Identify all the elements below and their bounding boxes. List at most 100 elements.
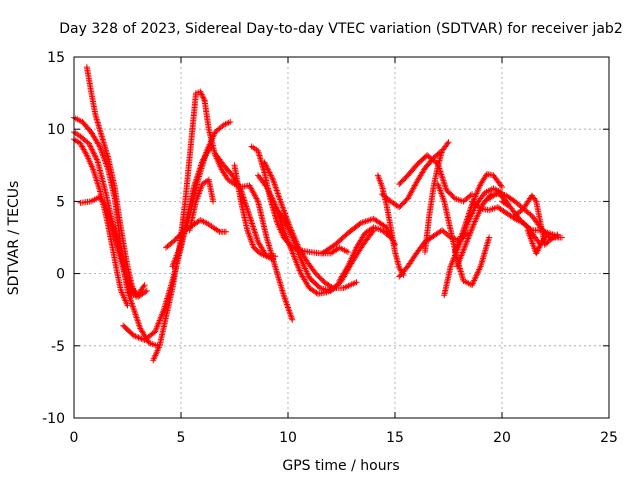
data-point — [86, 142, 93, 149]
data-point — [440, 177, 447, 184]
data-point — [248, 220, 255, 227]
data-point — [535, 246, 542, 253]
axes: 0 5 10 15 20 25 -10 -5 0 5 10 15 — [42, 50, 618, 446]
data-point — [271, 199, 278, 206]
data-point — [254, 196, 261, 203]
data-point — [270, 196, 277, 203]
y-tick-label: -10 — [42, 411, 65, 427]
data-point — [267, 191, 274, 198]
data-point — [83, 150, 90, 157]
data-point — [88, 144, 95, 151]
data-point — [90, 149, 97, 156]
data-point — [263, 163, 270, 170]
data-point — [534, 247, 541, 254]
data-point — [250, 223, 257, 230]
series-track-18 — [336, 224, 394, 284]
data-point — [141, 282, 148, 289]
data-point — [253, 232, 260, 239]
data-point — [497, 182, 504, 189]
data-point — [246, 214, 253, 221]
data-point — [200, 94, 207, 101]
data-point — [197, 90, 204, 97]
data-point — [441, 182, 448, 189]
data-point — [441, 180, 448, 187]
data-point — [91, 152, 98, 159]
data-point — [102, 202, 109, 209]
data-point — [93, 156, 100, 163]
data-point — [264, 185, 271, 192]
data-point — [476, 204, 483, 211]
data-point — [438, 171, 445, 178]
series-track-11 — [186, 176, 217, 234]
data-point — [92, 153, 99, 160]
series-track-5 — [77, 194, 148, 299]
data-point — [265, 168, 272, 175]
series-track-10 — [169, 118, 234, 270]
data-point — [344, 248, 351, 255]
data-point — [266, 189, 273, 196]
data-point — [245, 211, 252, 218]
data-point — [227, 118, 234, 125]
y-tick-label: 0 — [56, 267, 65, 283]
data-point — [249, 222, 256, 229]
data-point — [142, 288, 149, 295]
chart-title: Day 328 of 2023, Sidereal Day-to-day VTE… — [59, 21, 622, 37]
data-point — [263, 183, 270, 190]
data-point — [469, 191, 476, 198]
data-point — [93, 155, 100, 162]
series-track-32 — [511, 192, 561, 248]
data-point — [268, 194, 275, 201]
data-point — [558, 234, 565, 241]
series-track-33 — [524, 227, 548, 257]
series-track-13 — [231, 162, 277, 263]
data-point — [199, 92, 206, 99]
data-point — [554, 231, 561, 238]
data-point — [439, 174, 446, 181]
data-point — [499, 183, 505, 190]
series-track-3 — [71, 129, 150, 300]
data-point — [247, 217, 254, 224]
data-point — [89, 147, 96, 154]
data-point — [264, 165, 271, 172]
series-track-9 — [163, 217, 229, 251]
data-point — [252, 231, 259, 238]
y-tick-label: 10 — [47, 122, 65, 138]
x-tick-label: 25 — [600, 430, 618, 446]
data-point — [267, 172, 274, 179]
data-point — [265, 186, 272, 193]
x-axis-label: GPS time / hours — [282, 458, 399, 474]
data-point — [533, 248, 540, 255]
y-tick-label: -5 — [51, 339, 65, 355]
series-track-21 — [379, 149, 443, 211]
data-point — [251, 228, 258, 235]
data-point — [279, 214, 286, 221]
data-point — [353, 279, 360, 286]
data-point — [198, 91, 205, 98]
data-point — [445, 139, 452, 146]
data-point — [85, 140, 92, 147]
data-point — [269, 195, 276, 202]
data-point — [87, 143, 94, 150]
data-point — [532, 196, 539, 203]
series-track-25 — [434, 181, 493, 289]
data-point — [540, 235, 547, 242]
data-point — [438, 173, 445, 180]
data-point — [541, 234, 548, 241]
data-point — [224, 175, 231, 182]
data-points — [71, 64, 565, 364]
y-axis-label: SDTVAR / TECUs — [6, 181, 22, 296]
series-track-30 — [486, 189, 565, 241]
data-point — [265, 166, 272, 173]
data-point — [95, 142, 102, 149]
data-point — [267, 170, 274, 177]
data-point — [140, 283, 147, 290]
data-point — [289, 316, 296, 323]
x-tick-label: 5 — [177, 430, 186, 446]
data-point — [267, 192, 274, 199]
data-point — [270, 256, 277, 263]
data-point — [269, 175, 276, 182]
x-tick-label: 10 — [279, 430, 297, 446]
series-track-22 — [396, 227, 471, 280]
series-track-7 — [150, 88, 208, 364]
